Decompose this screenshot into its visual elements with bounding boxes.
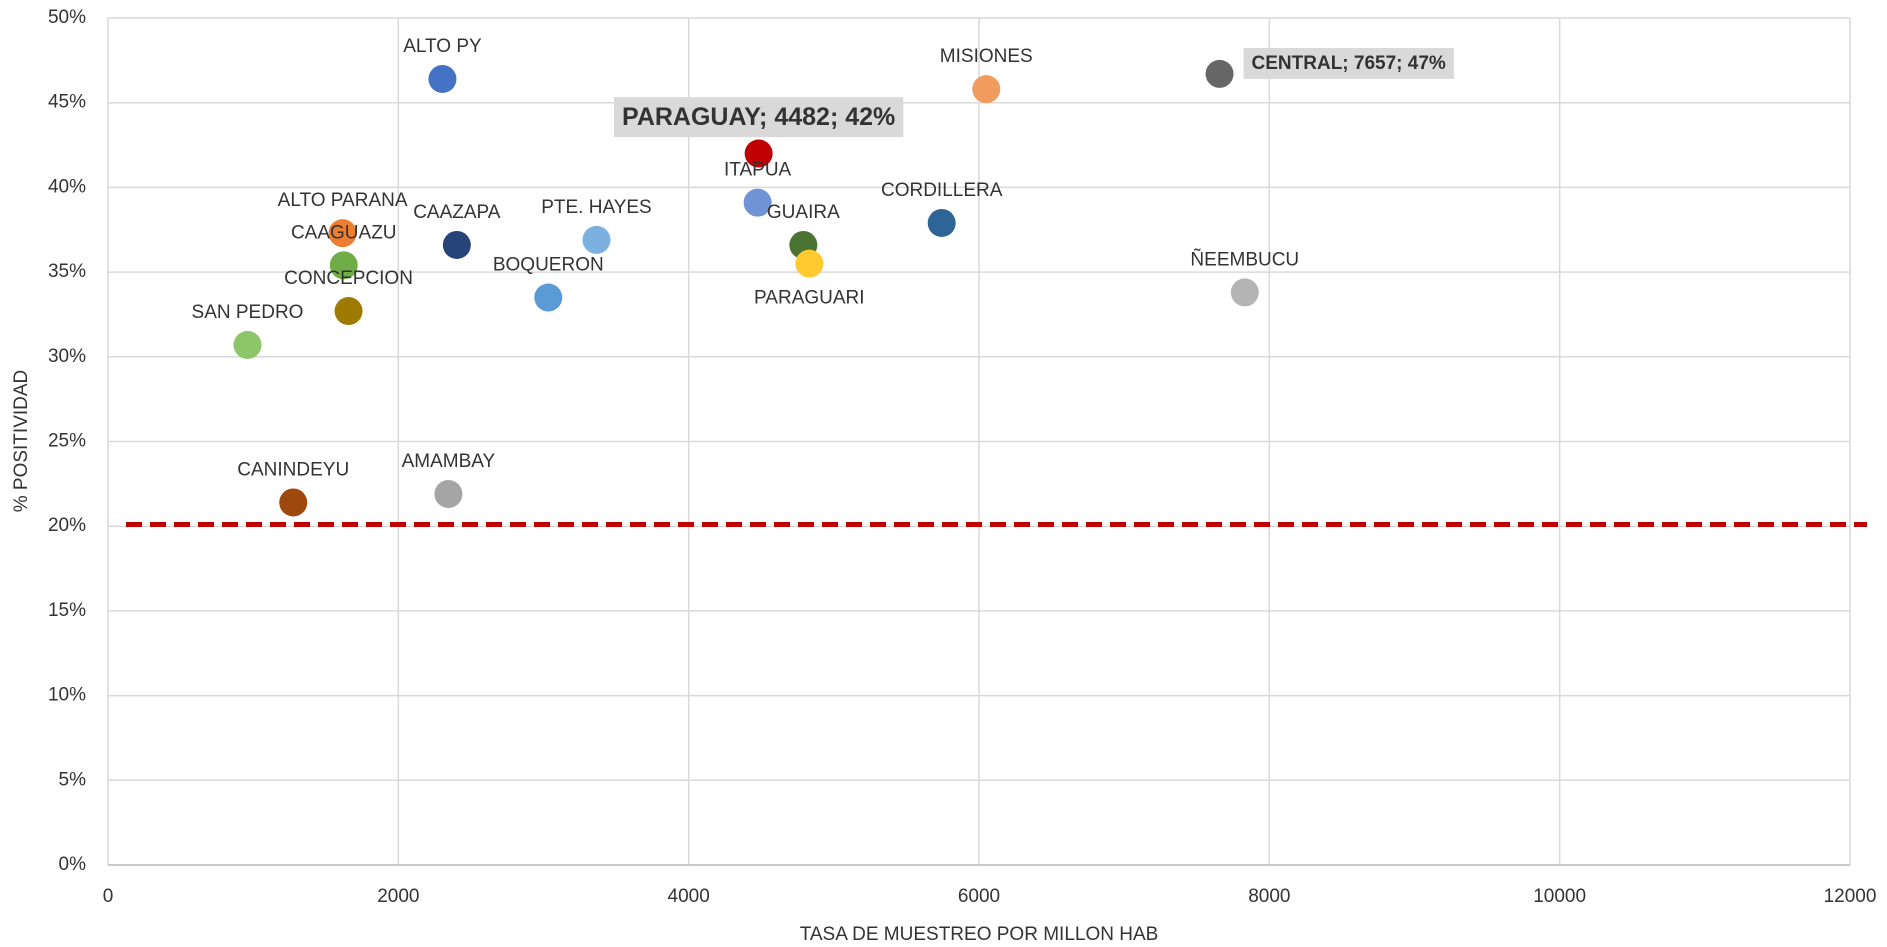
point (927, 208, 956, 237)
label-box (1243, 47, 1454, 79)
point (795, 249, 824, 278)
y-tick-label: 15% (48, 600, 86, 621)
y-axis-label: % POSITIVIDAD (11, 370, 32, 513)
x-tick-label: 12000 (1824, 886, 1877, 907)
point (1230, 278, 1259, 307)
label-box (614, 97, 904, 138)
point-label: PARAGUAY; 4482; 42% (622, 103, 895, 131)
point-label: MISIONES (940, 46, 1033, 67)
point-label: AMAMBAY (402, 451, 496, 472)
point (972, 75, 1001, 104)
y-tick-label: 40% (48, 176, 86, 197)
x-tick-label: 0 (103, 886, 114, 907)
point-label: ÑEEMBUCU (1190, 248, 1299, 270)
point (442, 230, 471, 259)
point-label: GUAIRA (767, 202, 840, 223)
y-tick-label: 5% (59, 769, 87, 790)
y-tick-label: 20% (48, 515, 86, 536)
point-label: ALTO PY (403, 36, 482, 57)
point (329, 251, 358, 280)
point-label: CORDILLERA (881, 180, 1003, 201)
y-tick-label: 35% (48, 261, 86, 282)
point-label: BOQUERON (493, 255, 604, 276)
y-tick-label: 50% (48, 7, 86, 28)
y-tick-label: 30% (48, 346, 86, 367)
point (1205, 59, 1234, 88)
point (534, 283, 563, 312)
point-label: PARAGUARI (754, 288, 865, 309)
x-tick-label: 8000 (1248, 886, 1290, 907)
point-label: CENTRAL; 7657; 47% (1252, 53, 1446, 74)
x-tick-label: 4000 (668, 886, 710, 907)
point (334, 297, 363, 326)
x-axis-label: TASA DE MUESTREO POR MILLON HAB (800, 924, 1159, 945)
point-label: SAN PEDRO (192, 302, 304, 323)
y-tick-label: 10% (48, 685, 86, 706)
point-label: CANINDEYU (237, 459, 349, 480)
point-label: CONCEPCION (284, 268, 413, 289)
y-tick-label: 0% (59, 854, 87, 875)
point (328, 219, 357, 248)
point (744, 139, 773, 168)
y-tick-label: 25% (48, 431, 86, 452)
y-tick-label: 45% (48, 92, 86, 113)
point-label: CAAZAPA (413, 202, 501, 223)
point-label: CAAGUAZU (291, 222, 397, 243)
x-tick-label: 6000 (958, 886, 1000, 907)
point (582, 225, 611, 254)
x-tick-label: 2000 (377, 886, 419, 907)
point (233, 330, 262, 359)
point (743, 188, 772, 217)
point-label: PTE. HAYES (541, 197, 652, 218)
x-tick-label: 10000 (1533, 886, 1586, 907)
point (428, 64, 457, 93)
point (279, 488, 308, 517)
point-label: ALTO PARANA (278, 190, 408, 211)
point-label: ITAPUA (724, 160, 792, 181)
point (434, 480, 463, 509)
